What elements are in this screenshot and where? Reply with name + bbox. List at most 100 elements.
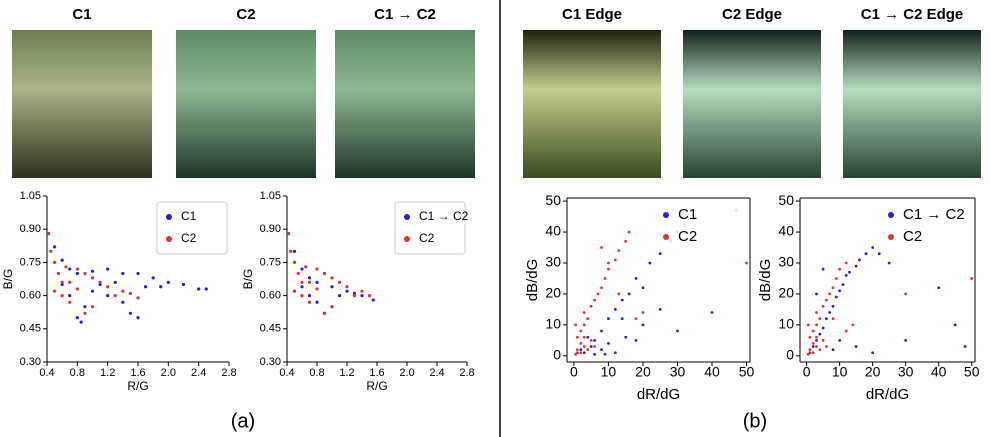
point	[307, 276, 312, 280]
point	[289, 249, 293, 253]
y-tick-label: 20	[778, 285, 794, 301]
point	[603, 352, 607, 356]
point	[68, 280, 72, 284]
image-title: C2	[236, 6, 255, 23]
y-tick-label: 50	[545, 192, 561, 208]
point	[904, 292, 908, 296]
point	[292, 249, 297, 253]
point	[811, 329, 815, 333]
point	[831, 317, 835, 321]
point	[106, 267, 110, 271]
point	[841, 283, 845, 287]
point	[292, 289, 297, 293]
point	[337, 294, 342, 298]
point	[613, 351, 617, 355]
legend-label: C2	[678, 228, 697, 245]
point	[858, 258, 861, 262]
point	[579, 351, 583, 355]
point	[575, 348, 579, 352]
point	[838, 338, 842, 342]
y-tick-label: 0.45	[20, 323, 41, 335]
y-tick-label: 1.05	[20, 190, 41, 202]
point	[877, 252, 881, 256]
x-axis-label: R/G	[366, 379, 387, 393]
point	[60, 294, 64, 298]
point	[113, 294, 117, 298]
point	[574, 323, 578, 327]
point	[815, 292, 818, 296]
legend-marker	[404, 214, 410, 220]
point	[825, 298, 828, 302]
x-tick-label: 0.4	[39, 367, 54, 379]
point	[811, 351, 815, 355]
point	[90, 289, 95, 293]
point	[136, 296, 140, 300]
point	[815, 345, 818, 348]
point	[831, 348, 835, 352]
y-tick-label: 0.60	[260, 290, 281, 302]
legend-label: C2	[419, 231, 435, 245]
point	[589, 345, 593, 348]
legend-box	[654, 200, 742, 252]
point	[128, 291, 133, 295]
x-tick-label: 20	[865, 364, 881, 380]
point	[607, 267, 610, 271]
point	[818, 348, 822, 352]
point	[596, 292, 600, 296]
point	[838, 289, 842, 293]
point	[83, 311, 87, 315]
point	[821, 267, 825, 271]
point	[60, 258, 64, 262]
point	[825, 345, 828, 348]
x-axis-label: R/G	[127, 379, 148, 393]
point	[68, 300, 72, 304]
point	[159, 285, 163, 289]
point	[60, 280, 64, 284]
point	[627, 230, 631, 234]
point	[367, 294, 372, 298]
x-tick-label: 0	[570, 364, 578, 380]
point	[848, 270, 851, 274]
legend-label: C2	[903, 228, 922, 245]
point	[963, 345, 967, 348]
point	[121, 300, 125, 304]
point	[121, 289, 125, 293]
point	[106, 285, 110, 289]
y-tick-label: 0.75	[20, 256, 41, 268]
point	[345, 289, 349, 293]
point	[579, 342, 583, 345]
point	[620, 298, 624, 302]
legend-marker	[888, 212, 894, 218]
y-tick-label: 10	[545, 316, 561, 332]
legend-label: C2	[181, 231, 197, 245]
x-tick-label: 2.0	[399, 367, 414, 379]
x-tick-label: 2.4	[191, 367, 206, 379]
point	[90, 269, 95, 273]
image	[335, 30, 475, 178]
point	[371, 298, 375, 302]
point	[166, 280, 170, 284]
legend-marker	[663, 234, 669, 240]
point	[641, 323, 645, 327]
point	[307, 300, 312, 304]
point	[330, 285, 334, 289]
image	[843, 30, 981, 178]
legend-marker	[404, 236, 410, 242]
point	[579, 348, 583, 352]
point	[315, 267, 319, 271]
point	[821, 326, 825, 330]
point	[607, 342, 610, 345]
legend-label: C1 → C2	[903, 206, 965, 223]
point	[806, 323, 810, 327]
point	[304, 265, 308, 269]
y-tick-label: 0.90	[260, 223, 281, 235]
point	[204, 287, 208, 291]
point	[815, 335, 818, 339]
point	[52, 260, 57, 264]
point	[582, 351, 586, 355]
point	[624, 239, 628, 243]
point	[811, 342, 815, 345]
x-tick-label: 0.4	[279, 367, 294, 379]
point	[710, 311, 714, 314]
x-tick-label: 2.0	[161, 367, 176, 379]
